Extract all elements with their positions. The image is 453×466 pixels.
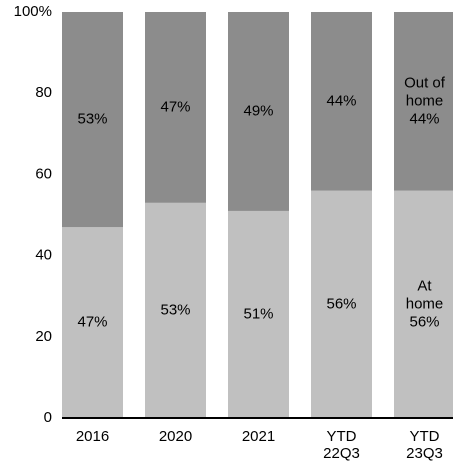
- x-tick-label: YTD 22Q3: [323, 428, 360, 462]
- bar-segment: [62, 12, 123, 228]
- y-tick-label: 40: [35, 247, 52, 264]
- legend-label: Out of home: [404, 74, 446, 109]
- bar-segment: [62, 227, 123, 418]
- y-tick-label: 100%: [14, 3, 52, 20]
- value-label: 53%: [77, 111, 107, 128]
- legend-label: At home: [406, 277, 444, 312]
- bar-segment: [311, 12, 372, 191]
- value-label: 44%: [326, 92, 356, 109]
- x-tick-label: 2016: [76, 428, 109, 445]
- x-tick-label: 2020: [159, 428, 192, 445]
- x-tick-label: 2021: [242, 428, 275, 445]
- value-label: 56%: [326, 295, 356, 312]
- y-tick-label: 60: [35, 165, 52, 182]
- y-tick-label: 80: [35, 84, 52, 101]
- value-label: 51%: [243, 305, 273, 322]
- value-label: 56%: [409, 313, 439, 330]
- y-tick-label: 20: [35, 328, 52, 345]
- bar-segment: [145, 12, 206, 203]
- bar-segment: [394, 12, 453, 191]
- value-label: 49%: [243, 102, 273, 119]
- bar-segment: [394, 190, 453, 418]
- value-label: 53%: [160, 301, 190, 318]
- x-tick-label: YTD 23Q3: [406, 428, 443, 462]
- value-label: 47%: [160, 98, 190, 115]
- bar-segment: [145, 202, 206, 418]
- bar-segment: [311, 190, 372, 418]
- y-tick-label: 0: [44, 409, 52, 426]
- bar-segment: [228, 210, 289, 418]
- value-label: 47%: [77, 314, 107, 331]
- value-label: 44%: [409, 110, 439, 127]
- bar-segment: [228, 12, 289, 211]
